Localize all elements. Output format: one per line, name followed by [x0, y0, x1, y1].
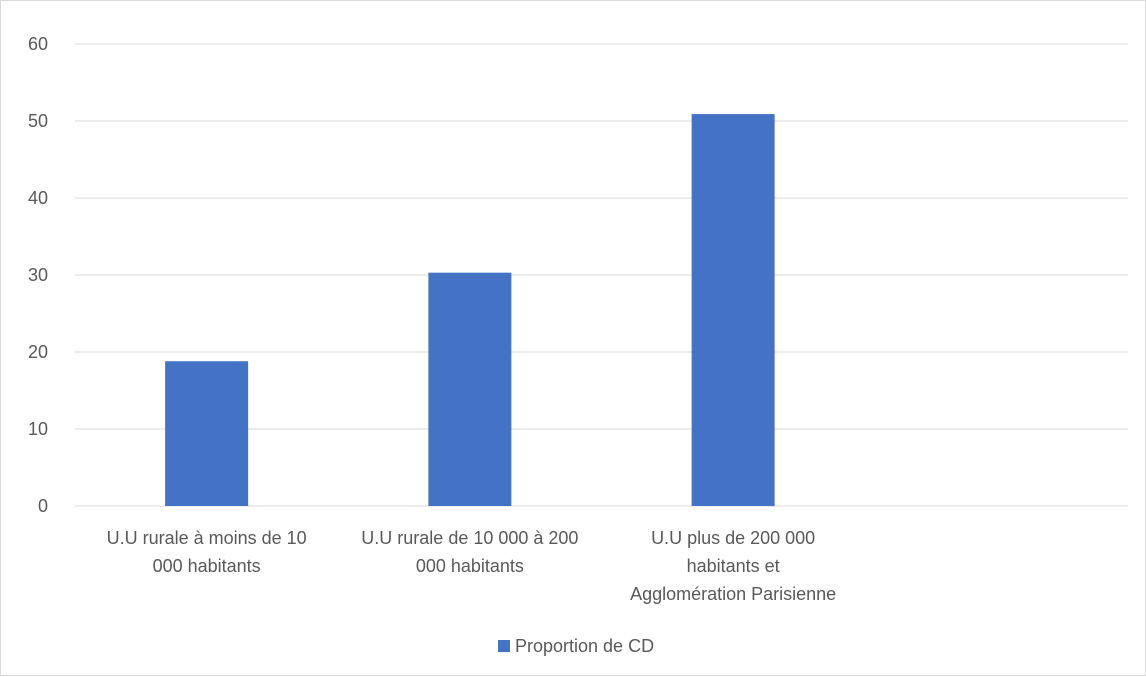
bar: [691, 114, 775, 506]
x-category-label: 000 habitants: [153, 556, 261, 576]
x-category-label: U.U rurale de 10 000 à 200: [361, 528, 578, 548]
legend-label: Proportion de CD: [515, 636, 654, 656]
legend-swatch: [498, 640, 510, 652]
x-axis-category-labels: U.U rurale à moins de 10 000 habitants U.U…: [107, 528, 837, 604]
y-tick-label: 20: [28, 342, 48, 362]
x-category-label: Agglomération Parisienne: [630, 584, 836, 604]
x-category-label: habitants et: [687, 556, 780, 576]
x-category-label: 000 habitants: [416, 556, 524, 576]
y-tick-label: 40: [28, 188, 48, 208]
bar: [428, 272, 512, 506]
bars: [165, 114, 775, 506]
legend: Proportion de CD: [498, 636, 654, 656]
x-category-label: U.U plus de 200 000: [651, 528, 815, 548]
bar: [165, 361, 249, 506]
y-tick-label: 50: [28, 111, 48, 131]
y-tick-label: 60: [28, 34, 48, 54]
y-tick-label: 0: [38, 496, 48, 516]
gridlines: [75, 43, 1128, 507]
y-axis-tick-labels: 0 10 20 30 40 50 60: [28, 34, 48, 516]
x-category-label: U.U rurale à moins de 10: [107, 528, 307, 548]
y-tick-label: 30: [28, 265, 48, 285]
y-tick-label: 10: [28, 419, 48, 439]
